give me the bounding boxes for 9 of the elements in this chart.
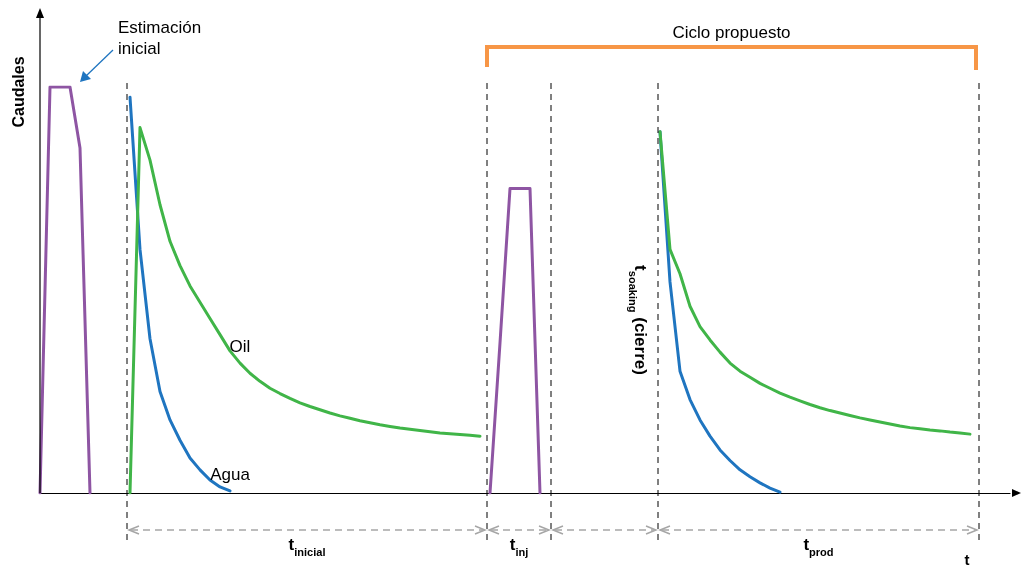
text: t [964,551,970,566]
text: Ciclo propuesto [672,23,791,42]
text: t$_{inicial}$ [288,535,326,558]
text: Estimación inicial [118,18,202,58]
text: t$_{inj}$ [509,535,529,558]
y-axis-title: Caudales [10,56,27,128]
text: t$_{prod}$ [803,535,834,558]
series-label: Agua [210,464,251,484]
series-label: Oil [229,337,251,357]
